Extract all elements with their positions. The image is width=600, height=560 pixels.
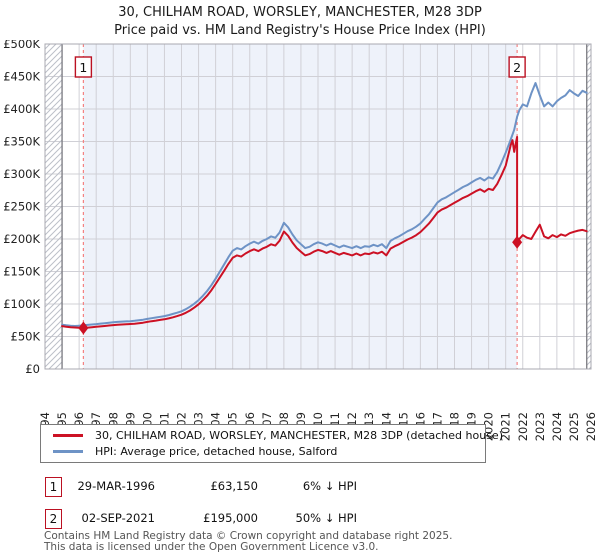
series-price_paid_indexed	[61, 135, 588, 329]
licence-footer: Contains HM Land Registry data © Crown c…	[44, 531, 584, 552]
sale-price: £63,150	[210, 479, 258, 493]
plot-border	[44, 43, 592, 370]
svg-text:£300K: £300K	[3, 167, 40, 181]
price-chart: 1 2 £0 £50K £100K £150K £200K £250K £300K £350K £4…	[3, 40, 598, 441]
marker-box-label: 2	[513, 60, 521, 75]
svg-text:2022: 2022	[516, 412, 530, 441]
legend-label: 30, CHILHAM ROAD, WORSLEY, MANCHESTER, M…	[95, 428, 503, 442]
sale-vs-hpi: 50% ↓ HPI	[295, 511, 357, 525]
legend-item-price: 30, CHILHAM ROAD, WORSLEY, MANCHESTER, M…	[41, 427, 503, 443]
page-subtitle: Price paid vs. HM Land Registry's House …	[114, 23, 486, 38]
sale-date: 02-SEP-2021	[81, 511, 155, 525]
sale-point-diamond	[512, 235, 523, 249]
hpi-line-swatch	[53, 449, 83, 453]
marker-box-label: 1	[79, 60, 87, 75]
chart-legend: 30, CHILHAM ROAD, WORSLEY, MANCHESTER, M…	[40, 424, 503, 463]
svg-text:£150K: £150K	[3, 265, 40, 279]
svg-text:2026: 2026	[584, 412, 598, 441]
sale-row-1: 1 29-MAR-1996 £63,150 6% ↓ HPI	[0, 477, 600, 497]
svg-text:2024: 2024	[550, 412, 564, 441]
footer-line-2: This data is licensed under the Open Gov…	[44, 540, 379, 553]
svg-text:£200K: £200K	[3, 232, 40, 246]
legend-label: HPI: Average price, detached house, Salf…	[95, 444, 338, 458]
y-axis-labels: £0 £50K £100K £150K £200K £250K £300K £350K £400…	[3, 40, 40, 376]
sale-price: £195,000	[203, 511, 258, 525]
price-line-swatch	[53, 433, 83, 437]
chart-layers: 1 2 £0 £50K £100K £150K £200K £250K £300K £350K £4…	[3, 40, 598, 441]
sale-marker-1: 1	[45, 477, 62, 497]
svg-text:£250K: £250K	[3, 200, 40, 214]
sale-point-diamond	[78, 321, 89, 335]
marker-box-1	[74, 56, 93, 78]
sale-row-2: 2 02-SEP-2021 £195,000 50% ↓ HPI	[0, 509, 600, 529]
marker-box-2	[508, 56, 526, 78]
no-data-hatch	[586, 44, 591, 369]
sale-marker-2: 2	[45, 509, 62, 529]
svg-text:2023: 2023	[533, 412, 547, 441]
svg-text:£350K: £350K	[3, 135, 40, 149]
svg-text:2025: 2025	[567, 412, 581, 441]
series-hpi_salford_detached	[61, 82, 588, 327]
svg-text:£100K: £100K	[3, 297, 40, 311]
svg-text:£0: £0	[25, 362, 40, 376]
legend-item-hpi: HPI: Average price, detached house, Salf…	[41, 443, 485, 459]
svg-text:£400K: £400K	[3, 102, 40, 116]
svg-text:£50K: £50K	[11, 330, 41, 344]
sale-date: 29-MAR-1996	[77, 479, 155, 493]
chart-titles: 30, CHILHAM ROAD, WORSLEY, MANCHESTER, M…	[0, 4, 600, 40]
sale-vs-hpi: 6% ↓ HPI	[302, 479, 357, 493]
page-title: 30, CHILHAM ROAD, WORSLEY, MANCHESTER, M…	[118, 5, 482, 20]
footer-line-1: Contains HM Land Registry data © Crown c…	[44, 530, 453, 542]
no-data-hatch	[45, 44, 63, 369]
svg-text:2021: 2021	[499, 412, 513, 441]
svg-text:£450K: £450K	[3, 70, 40, 84]
svg-text:£500K: £500K	[3, 40, 40, 51]
